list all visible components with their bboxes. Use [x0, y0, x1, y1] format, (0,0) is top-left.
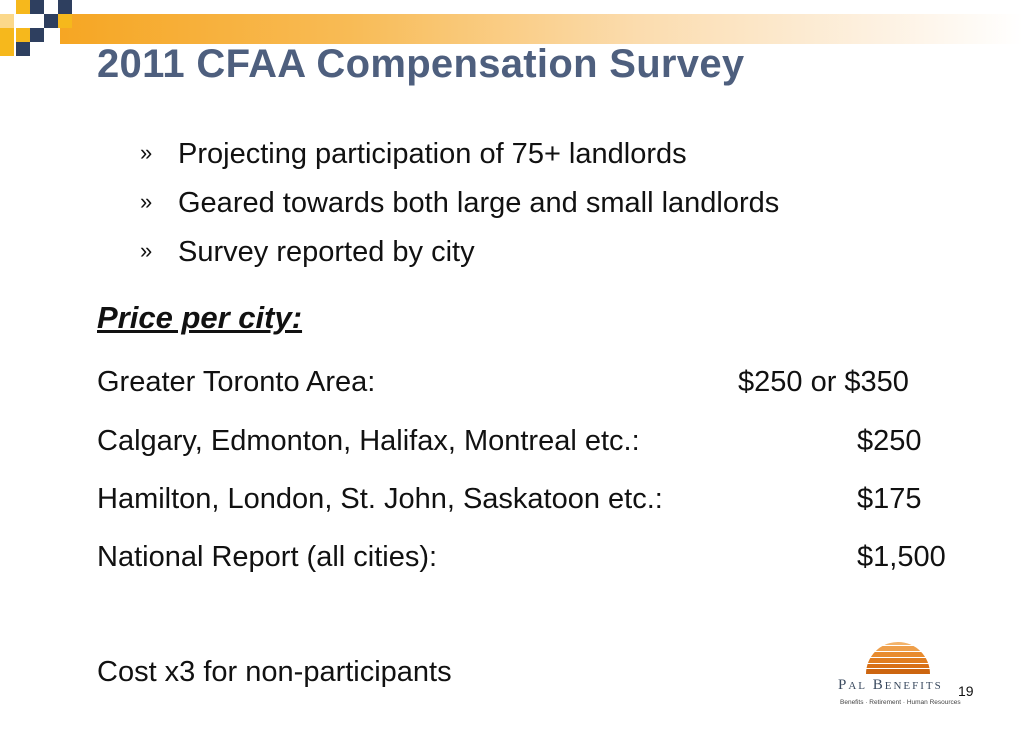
pricing-heading: Price per city:: [97, 300, 303, 335]
navy-square: [44, 14, 58, 28]
yellow-square: [16, 0, 30, 14]
price-row-value: $175: [857, 483, 922, 515]
light-yellow-square: [0, 14, 14, 28]
logo-tagline: Benefits · Retirement · Human Resources: [840, 699, 961, 706]
yellow-square: [0, 28, 14, 42]
decorative-squares: [0, 0, 80, 60]
bullet-item: » Projecting participation of 75+ landlor…: [140, 138, 779, 187]
bullet-item: » Survey reported by city: [140, 236, 779, 285]
price-row-label: Greater Toronto Area:: [97, 366, 376, 398]
price-row-label: Hamilton, London, St. John, Saskatoon et…: [97, 483, 663, 515]
bullet-list: » Projecting participation of 75+ landlor…: [140, 138, 779, 285]
bullet-marker: »: [140, 238, 153, 263]
slide-title: 2011 CFAA Compensation Survey: [97, 42, 745, 86]
navy-square: [58, 0, 72, 14]
yellow-square: [58, 14, 72, 28]
bullet-marker: »: [140, 140, 153, 165]
header-band: [60, 14, 1023, 44]
non-participant-note: Cost x3 for non-participants: [97, 656, 452, 688]
sunrise-logo-icon: [866, 642, 930, 674]
bullet-marker: »: [140, 189, 153, 214]
price-row-value: $250 or $350: [738, 366, 909, 398]
navy-square: [30, 0, 44, 14]
bullet-text: Geared towards both large and small land…: [178, 187, 780, 219]
yellow-square: [0, 42, 14, 56]
yellow-square: [16, 28, 30, 42]
price-row-label: Calgary, Edmonton, Halifax, Montreal etc…: [97, 425, 640, 457]
price-row-value: $250: [857, 425, 922, 457]
company-logo: Pal Benefits Benefits · Retirement · Hum…: [838, 636, 961, 716]
price-row-label: National Report (all cities):: [97, 541, 438, 573]
bullet-item: » Geared towards both large and small lan…: [140, 187, 779, 236]
navy-square: [16, 42, 30, 56]
bullet-text: Projecting participation of 75+ landlord…: [178, 138, 687, 170]
page-number: 19: [958, 683, 974, 699]
price-row-value: $1,500: [857, 541, 946, 573]
navy-square: [30, 28, 44, 42]
logo-name: Pal Benefits: [838, 677, 943, 693]
bullet-text: Survey reported by city: [178, 236, 475, 268]
